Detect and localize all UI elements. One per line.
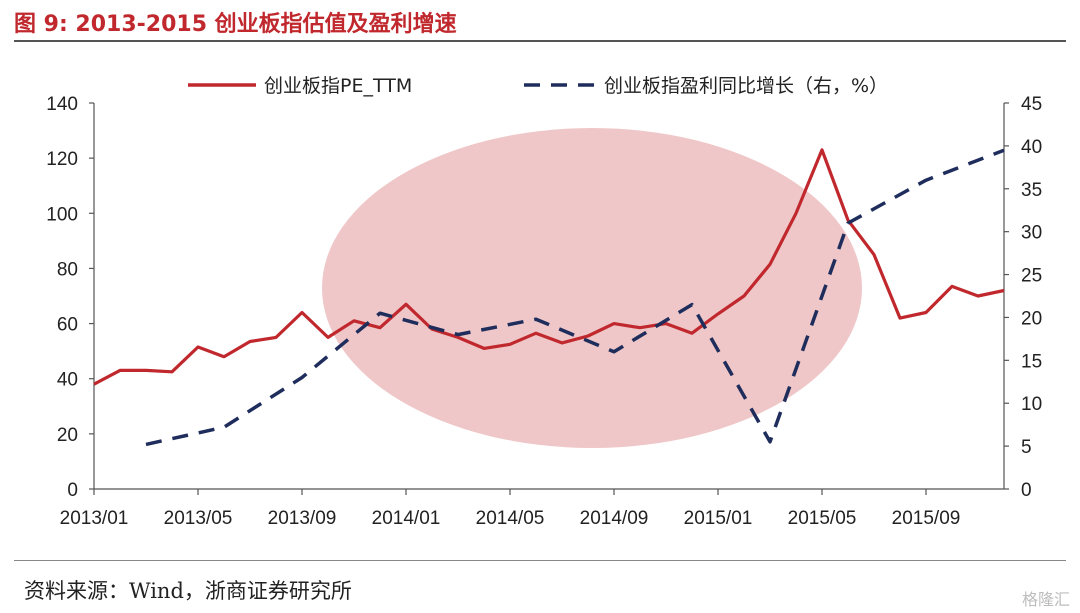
x-tick-label: 2014/09 [580, 508, 649, 529]
right-tick-label: 30 [1021, 223, 1042, 244]
left-tick-label: 140 [46, 94, 78, 115]
title-divider [14, 40, 1066, 42]
left-tick-label: 120 [46, 149, 78, 170]
x-tick-label: 2015/01 [684, 508, 753, 529]
highlight-ellipse [322, 128, 862, 448]
legend-label-pe: 创业板指PE_TTM [264, 75, 412, 97]
right-tick-label: 45 [1021, 94, 1042, 115]
x-tick-label: 2014/01 [372, 508, 441, 529]
right-tick-label: 10 [1021, 394, 1042, 415]
x-tick-label: 2015/05 [788, 508, 857, 529]
left-tick-label: 80 [57, 259, 78, 280]
right-tick-label: 5 [1021, 437, 1032, 458]
left-tick-label: 0 [67, 480, 78, 501]
series-line-pe [93, 148, 1005, 386]
x-tick-label: 2015/09 [892, 508, 961, 529]
left-tick-label: 40 [57, 370, 78, 391]
x-tick-label: 2013/01 [60, 508, 129, 529]
left-tick-label: 100 [46, 204, 78, 225]
chart-title: 图 9: 2013-2015 创业板指估值及盈利增速 [14, 12, 457, 37]
right-tick-label: 15 [1021, 351, 1042, 372]
right-tick-label: 20 [1021, 308, 1042, 329]
source-note: 资料来源：Wind，浙商证券研究所 [24, 579, 352, 603]
series-line-growth [145, 148, 1005, 447]
watermark: 格隆汇 [1021, 590, 1070, 609]
right-tick-label: 35 [1021, 180, 1042, 201]
source-divider [14, 560, 1066, 561]
left-tick-label: 60 [57, 315, 78, 336]
x-tick-label: 2014/05 [476, 508, 545, 529]
left-tick-label: 20 [57, 425, 78, 446]
right-tick-label: 25 [1021, 266, 1042, 287]
x-tick-label: 2013/09 [268, 508, 337, 529]
x-tick-label: 2013/05 [164, 508, 233, 529]
right-tick-label: 0 [1021, 480, 1032, 501]
legend-label-growth: 创业板指盈利同比增长（右，%） [604, 75, 888, 97]
right-tick-label: 40 [1021, 137, 1042, 158]
